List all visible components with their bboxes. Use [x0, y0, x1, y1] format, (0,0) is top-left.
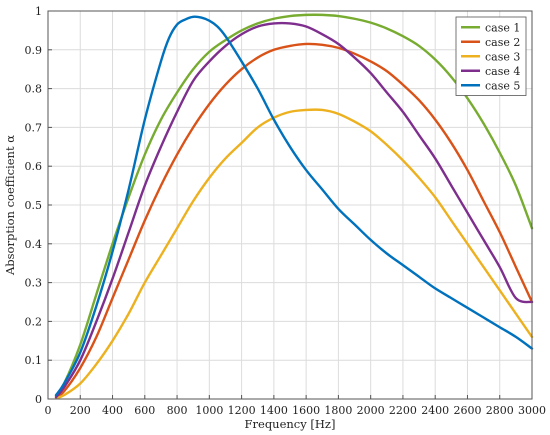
series-line-case-1 [54, 13, 534, 397]
x-tick-label: 2000 [357, 404, 385, 417]
x-tick-label: 1000 [195, 404, 223, 417]
x-tick-label: 2400 [421, 404, 449, 417]
y-tick-label: 0.6 [25, 160, 43, 173]
x-tick-label: 1800 [324, 404, 352, 417]
series-lines [54, 13, 534, 400]
series-line-case-3 [54, 108, 534, 400]
x-tick-label: 800 [167, 404, 188, 417]
x-tick-label: 200 [70, 404, 91, 417]
x-tick-label: 400 [102, 404, 123, 417]
y-tick-label: 0.9 [25, 44, 43, 57]
y-tick-label: 0.3 [25, 277, 43, 290]
series-line-case-4 [54, 21, 534, 399]
legend-label: case 2 [485, 36, 520, 49]
grid-lines [47, 10, 533, 400]
y-tick-label: 0.5 [25, 199, 43, 212]
y-tick-label: 0.4 [25, 238, 43, 251]
x-tick-label: 1400 [260, 404, 288, 417]
y-tick-label: 0.7 [25, 121, 43, 134]
x-axis-label: Frequency [Hz] [245, 417, 336, 431]
x-tick-label: 3000 [518, 404, 546, 417]
axis-ticks: 0 200 400 600 800 1000 1200 1400 1600 1800 2000 220… [25, 5, 547, 417]
x-tick-label: 1200 [228, 404, 256, 417]
legend-label: case 3 [485, 50, 520, 63]
legend-label: case 5 [485, 79, 520, 92]
legend-label: case 4 [485, 65, 520, 78]
x-tick-label: 1600 [292, 404, 320, 417]
x-tick-label: 600 [134, 404, 155, 417]
x-tick-label: 0 [45, 404, 52, 417]
y-tick-label: 0 [35, 393, 42, 406]
x-tick-label: 2800 [486, 404, 514, 417]
legend-label: case 1 [485, 21, 520, 34]
x-tick-label: 2600 [453, 404, 481, 417]
y-tick-label: 1 [35, 5, 42, 18]
y-axis-label: Absorption coefficient α [3, 135, 17, 276]
y-tick-label: 0.8 [25, 83, 43, 96]
x-tick-label: 2200 [389, 404, 417, 417]
series-line-case-2 [54, 42, 534, 399]
series-line-case-5 [54, 15, 534, 397]
y-tick-label: 0.1 [25, 354, 43, 367]
y-tick-label: 0.2 [25, 315, 43, 328]
